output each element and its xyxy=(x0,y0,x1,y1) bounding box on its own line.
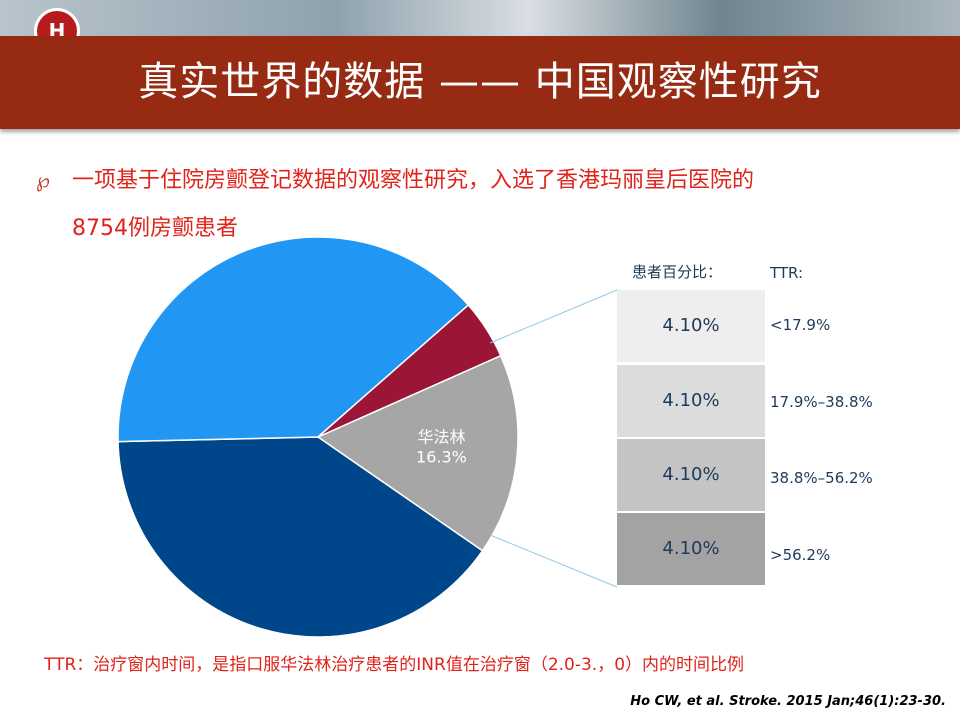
pie-slice-0 xyxy=(316,354,519,552)
connector-line-top xyxy=(489,289,618,344)
bullet-icon: ℘ xyxy=(36,168,50,192)
citation: Ho CW, et al. Stroke. 2015 Jan;46(1):23-… xyxy=(630,694,946,709)
pie-slice-1 xyxy=(117,436,484,638)
ttr-range-label: >56.2% xyxy=(770,546,831,564)
title-banner xyxy=(0,36,960,129)
ttr-range-label: 17.9%–38.8% xyxy=(770,393,873,411)
ttr-range-label: 38.8%–56.2% xyxy=(770,469,873,487)
pie-slice-2 xyxy=(117,236,470,443)
breakdown-percent-cell: 4.10% xyxy=(617,290,765,362)
slide-title: 真实世界的数据 —— 中国观察性研究 xyxy=(138,59,822,105)
ttr-column-header: TTR: xyxy=(770,264,804,282)
header-background-strip xyxy=(0,0,960,36)
ttr-range-label: <17.9% xyxy=(770,316,831,334)
breakdown-percent-cell: 4.10% xyxy=(617,513,765,585)
pie-slice-value-label: 16.3% xyxy=(416,448,467,467)
breakdown-percent-cell: 4.10% xyxy=(617,365,765,437)
connector-line-bottom xyxy=(489,534,618,588)
bullet-text-line-1: 一项基于住院房颤登记数据的观察性研究，入选了香港玛丽皇后医院的 xyxy=(72,168,755,193)
pie-slice-3 xyxy=(317,303,502,438)
ttr-definition-footnote: TTR：治疗窗内时间，是指口服华法林治疗患者的INR值在治疗窗（2.0-3.，0… xyxy=(44,655,745,675)
pie-slice-label: 华法林 xyxy=(417,428,465,447)
percent-column-header: 患者百分比： xyxy=(632,263,723,281)
breakdown-percent-cell: 4.10% xyxy=(617,439,765,511)
bullet-text-line-2: 8754例房颤患者 xyxy=(72,216,238,241)
